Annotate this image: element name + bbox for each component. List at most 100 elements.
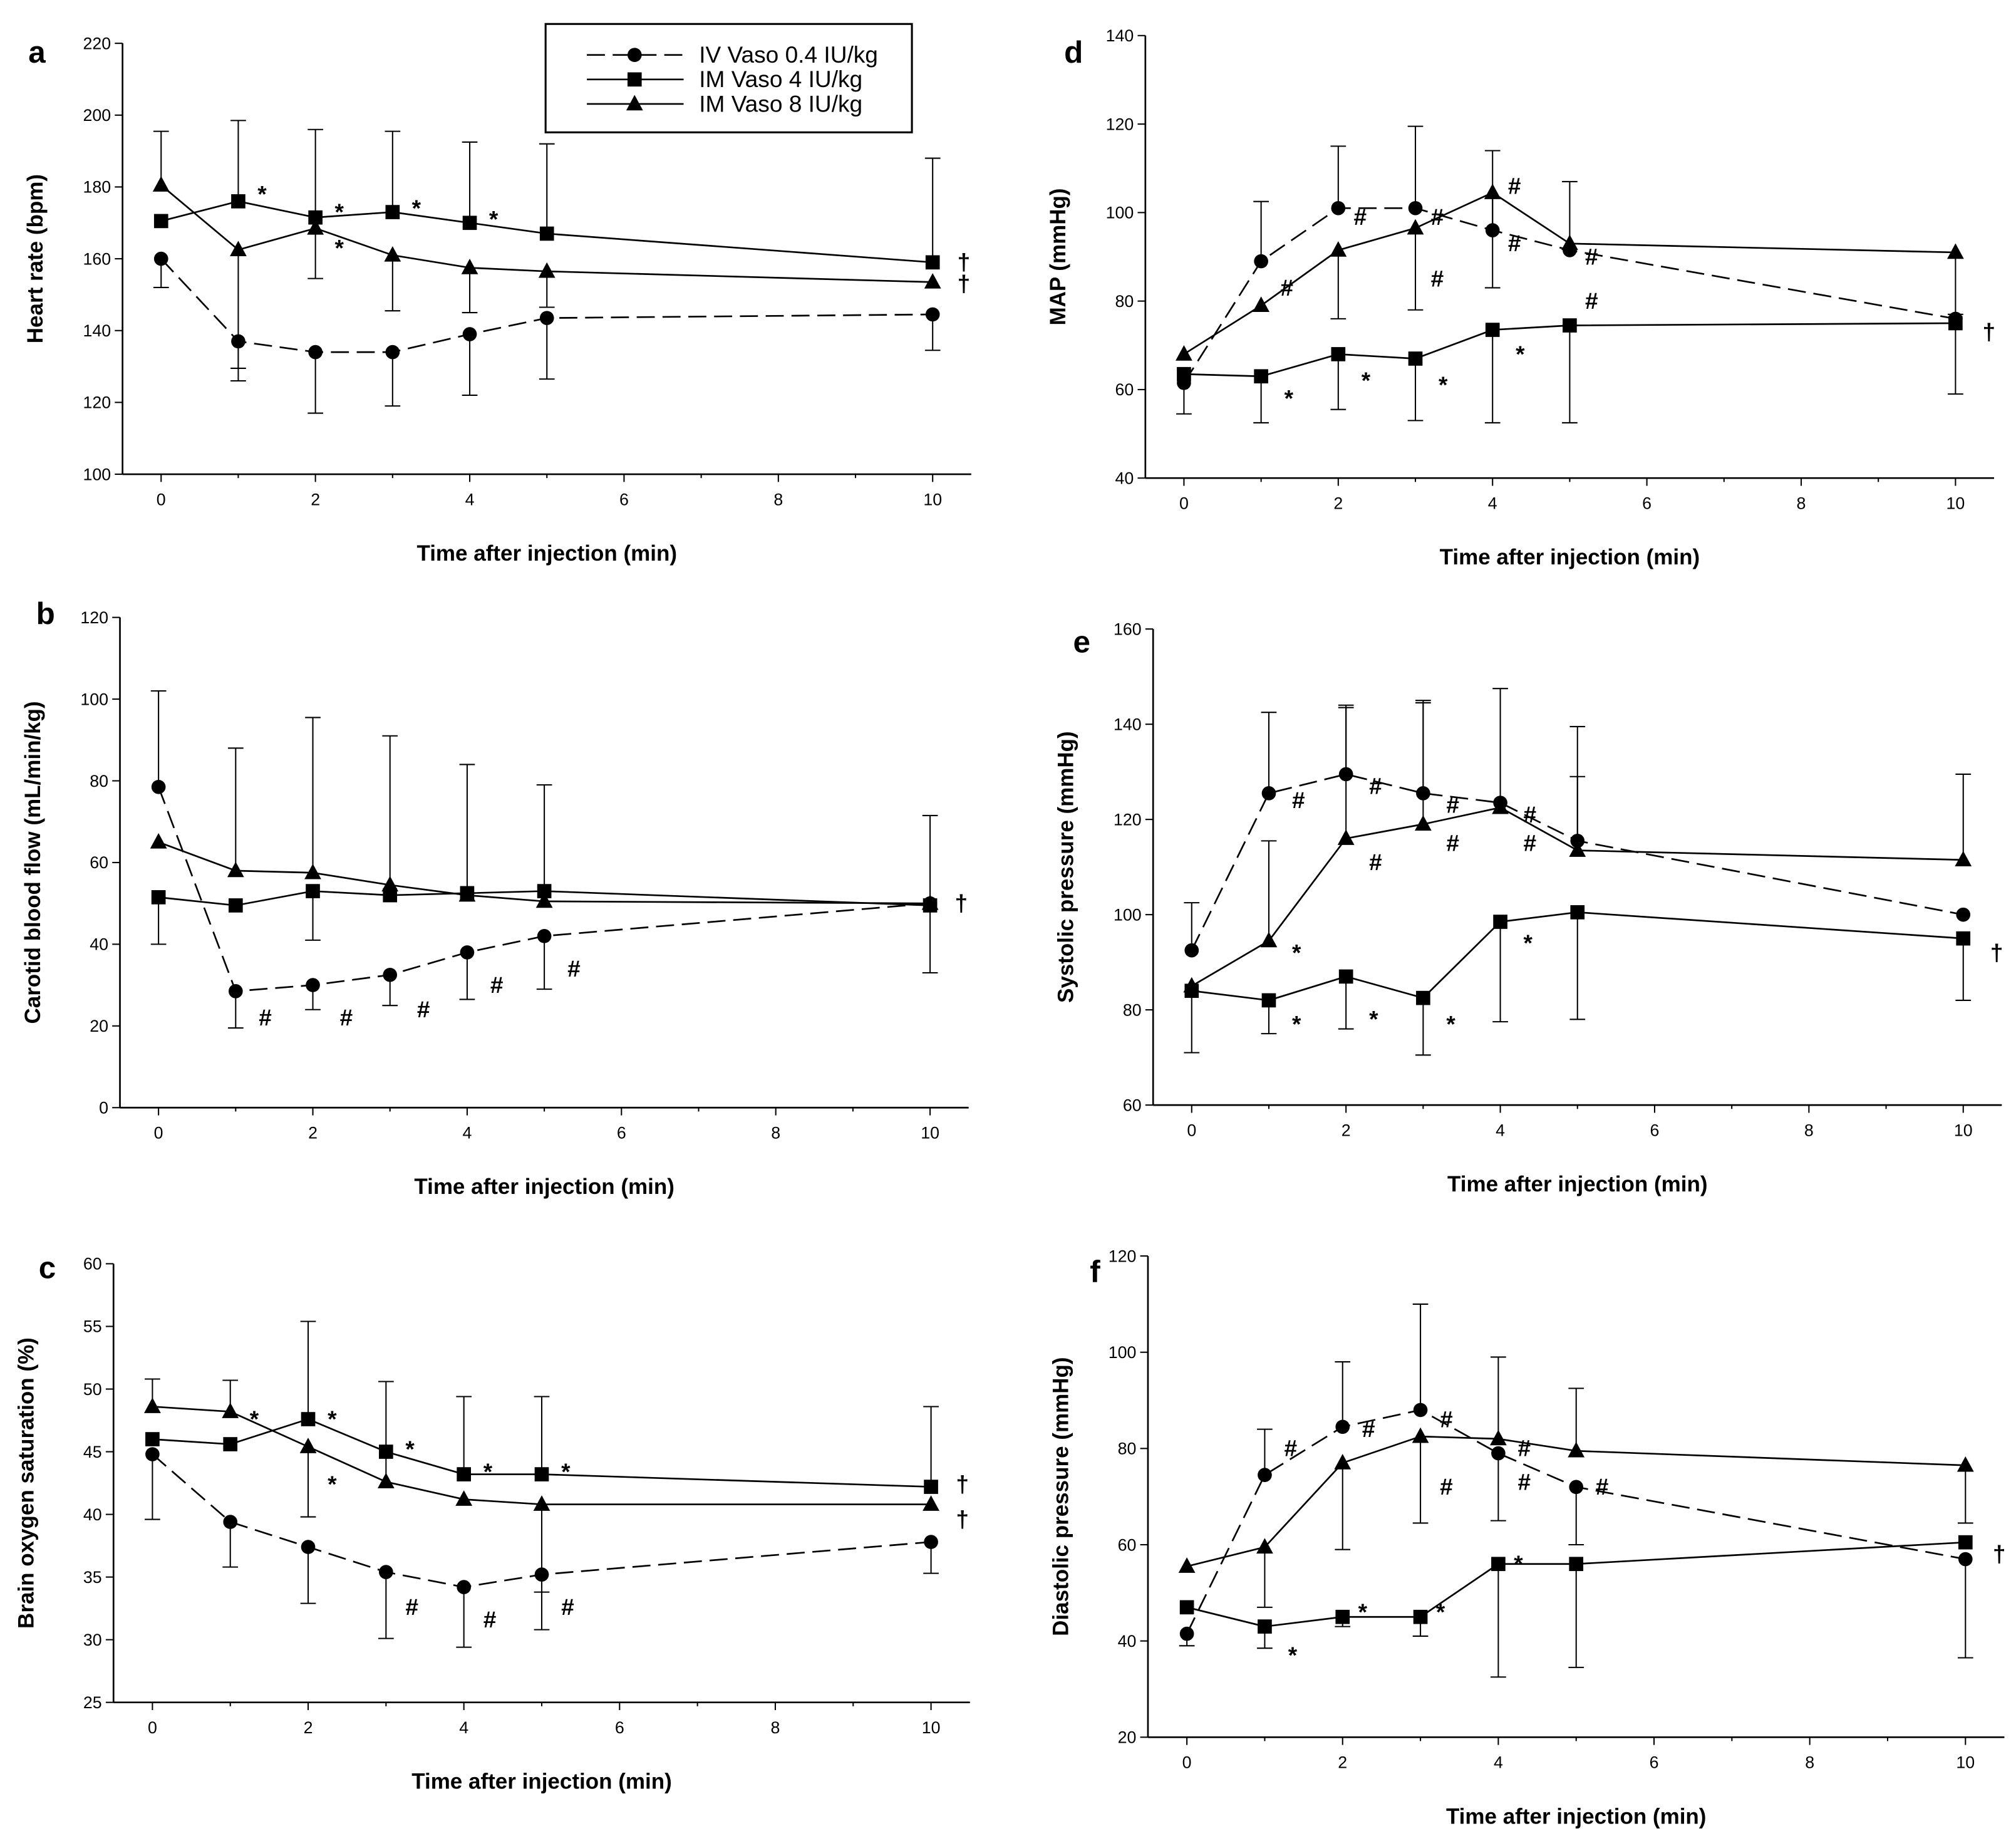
- x-tick-label: 2: [1333, 494, 1343, 513]
- data-point: [460, 945, 475, 960]
- data-point: [379, 1565, 393, 1579]
- significance-mark: #: [1285, 1435, 1298, 1461]
- significance-mark: *: [250, 1406, 259, 1432]
- data-point: [144, 1398, 161, 1413]
- significance-mark: #: [1524, 801, 1537, 827]
- y-tick-label: 80: [1123, 1000, 1142, 1019]
- data-point: [385, 205, 400, 219]
- significance-mark: *: [1292, 939, 1301, 965]
- y-tick-label: 140: [1114, 715, 1142, 734]
- data-point: [306, 978, 320, 992]
- data-point: [153, 214, 168, 229]
- x-tick-label: 2: [1341, 1121, 1351, 1140]
- data-point: [457, 1467, 471, 1481]
- series-2: [1184, 905, 1972, 1056]
- data-point: [924, 272, 941, 289]
- x-tick-label: 4: [1488, 494, 1497, 513]
- data-point: [539, 311, 554, 326]
- y-tick-label: 100: [80, 690, 108, 708]
- data-point: [462, 327, 477, 341]
- y-tick-label: 60: [1115, 380, 1134, 399]
- data-point: [1261, 993, 1276, 1008]
- significance-mark: #: [1353, 204, 1367, 230]
- significance-mark: #: [483, 1606, 497, 1632]
- y-tick-label: 80: [1115, 292, 1134, 311]
- series-2: [1176, 316, 1963, 423]
- y-axis-label: Brain oxygen saturation (%): [14, 1337, 39, 1629]
- data-point: [152, 176, 170, 192]
- legend-marker-triangle: [626, 95, 643, 111]
- data-point: [1414, 815, 1432, 831]
- y-axis-label: Diastolic pressure (mmHg): [1048, 1357, 1073, 1636]
- data-point: [924, 1535, 938, 1549]
- data-point: [1335, 1609, 1350, 1624]
- significance-mark: *: [257, 180, 267, 207]
- series-3: [144, 1378, 939, 1593]
- significance-mark: #: [490, 972, 504, 998]
- x-tick-label: 0: [1187, 1121, 1196, 1140]
- y-tick-label: 60: [90, 853, 108, 872]
- significance-mark: †: [958, 249, 971, 275]
- significance-mark: *: [483, 1458, 493, 1485]
- significance-mark: #: [405, 1594, 418, 1620]
- data-point: [151, 890, 166, 905]
- significance-mark: #: [1440, 1473, 1453, 1500]
- significance-mark: #: [1524, 830, 1537, 856]
- data-point: [150, 832, 167, 849]
- data-point: [1493, 915, 1507, 929]
- y-tick-label: 160: [83, 249, 111, 268]
- data-point: [1484, 184, 1501, 199]
- y-tick-label: 30: [83, 1631, 102, 1649]
- data-point: [1563, 318, 1577, 333]
- data-point: [1490, 1429, 1507, 1446]
- x-tick-label: 2: [308, 1124, 318, 1143]
- panel-letter: a: [28, 35, 46, 70]
- significance-mark: #: [1596, 1473, 1609, 1500]
- x-tick-label: 8: [1797, 494, 1806, 513]
- y-tick-label: 140: [83, 321, 111, 340]
- series-2: [1179, 1535, 1973, 1678]
- y-tick-label: 120: [1109, 1247, 1137, 1265]
- x-axis-label: Time after injection (min): [414, 1175, 675, 1199]
- x-tick-label: 4: [459, 1718, 468, 1737]
- x-tick-label: 8: [1805, 1753, 1814, 1772]
- significance-mark: †: [1983, 318, 1996, 345]
- significance-mark: †: [1993, 1541, 2006, 1567]
- data-point: [1492, 798, 1509, 814]
- significance-mark: †: [1990, 939, 2003, 965]
- panel-letter: e: [1073, 625, 1090, 659]
- data-point: [301, 1412, 316, 1426]
- data-point: [223, 1437, 238, 1451]
- data-point: [308, 210, 323, 225]
- y-tick-label: 80: [90, 772, 108, 791]
- panel-a: a 100 120 140 160 180 200 220 0 2 4 6 8 10 Time after …: [23, 23, 971, 566]
- data-point: [1334, 1453, 1352, 1470]
- panel-letter: c: [39, 1250, 56, 1285]
- data-point: [1568, 1441, 1585, 1458]
- legend-label: IM Vaso 8 IU/kg: [699, 90, 862, 117]
- data-point: [1254, 254, 1268, 269]
- significance-mark: #: [1431, 266, 1444, 292]
- significance-mark: *: [328, 1406, 337, 1432]
- x-tick-label: 4: [1494, 1753, 1503, 1772]
- data-point: [1254, 369, 1268, 384]
- data-point: [461, 259, 478, 274]
- significance-mark: #: [1517, 1435, 1531, 1461]
- data-point: [534, 1467, 549, 1481]
- significance-mark: †: [956, 1471, 969, 1497]
- significance-mark: #: [1585, 243, 1598, 269]
- significance-mark: *: [1369, 1006, 1378, 1032]
- data-point: [1408, 351, 1423, 366]
- x-tick-label: 2: [1338, 1753, 1347, 1772]
- data-point: [925, 307, 940, 322]
- significance-mark: #: [1446, 792, 1459, 818]
- y-axis-label: Heart rate (bpm): [23, 174, 48, 343]
- data-point: [301, 1540, 316, 1554]
- data-point: [1956, 931, 1971, 946]
- y-tick-label: 100: [1106, 204, 1134, 222]
- data-point: [1179, 1600, 1194, 1615]
- significance-mark: *: [405, 1436, 415, 1462]
- data-point: [1176, 345, 1192, 361]
- x-tick-label: 10: [1954, 1121, 1973, 1140]
- data-point: [151, 779, 166, 794]
